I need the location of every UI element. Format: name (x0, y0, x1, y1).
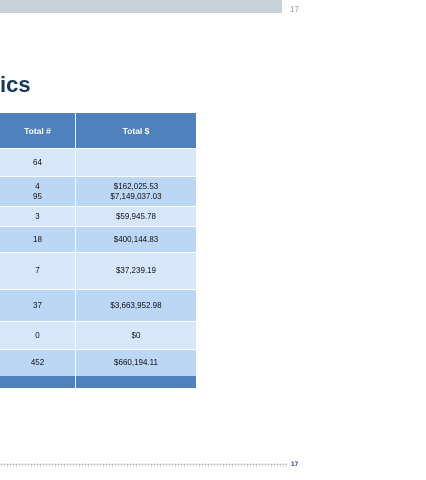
table-cell: 7 (0, 252, 75, 289)
table-cell: $37,239.19 (75, 252, 196, 289)
title: ics (0, 72, 31, 97)
cell-text: 3 (35, 211, 40, 221)
table-cell: $59,945.78 (75, 206, 196, 226)
table-cell: 37 (0, 289, 75, 321)
table-cell: 452 (0, 349, 75, 376)
table-cell (75, 148, 196, 176)
table-cell: 18 (0, 226, 75, 252)
table-cell: 4 95 (0, 176, 75, 206)
table-cell: 64 (0, 148, 75, 176)
header-cell: Total $ (75, 113, 196, 148)
cell-text: $3,663,952.98 (110, 300, 162, 310)
table-cell: $660,194.11 (75, 349, 196, 376)
cell-text: 37 (33, 300, 42, 310)
cell-text: $59,945.78 (115, 211, 157, 221)
cell-text: $400,144.83 (113, 234, 159, 244)
cell-text: 452 (30, 358, 45, 367)
top-bar (0, 0, 282, 13)
cell-text: 64 (33, 157, 42, 167)
table: Total # Total $64 4 95 $162,025.53 $7,149,037… (0, 113, 196, 388)
cell-text: $660,194.11 (114, 358, 158, 367)
cell-text: 95 (33, 191, 42, 201)
table-cell: 3 (0, 206, 75, 226)
cell-text: $162,025.53 (113, 181, 159, 191)
cell-text: 4 (35, 181, 40, 191)
table-cell: $162,025.53 $7,149,037.03 (75, 176, 196, 206)
table-footer (0, 376, 75, 388)
cell-text: 18 (33, 234, 42, 244)
table-cell: 0 (0, 321, 75, 349)
cell-text: 0 (35, 330, 40, 340)
footer-line (0, 463, 287, 467)
cell-text: $7,149,037.03 (110, 191, 162, 201)
table-cell: $3,663,952.98 (75, 289, 196, 321)
cell-text: $0 (131, 330, 141, 340)
header-cell: Total # (0, 113, 75, 148)
table-cell: $0 (75, 321, 196, 349)
page-number: 17 (290, 5, 299, 14)
cell-text: $37,239.19 (115, 266, 157, 275)
table-footer (75, 376, 196, 388)
table-cell: $400,144.83 (75, 226, 196, 252)
cell-text: 7 (35, 266, 40, 275)
page-number: 17 (291, 461, 299, 468)
